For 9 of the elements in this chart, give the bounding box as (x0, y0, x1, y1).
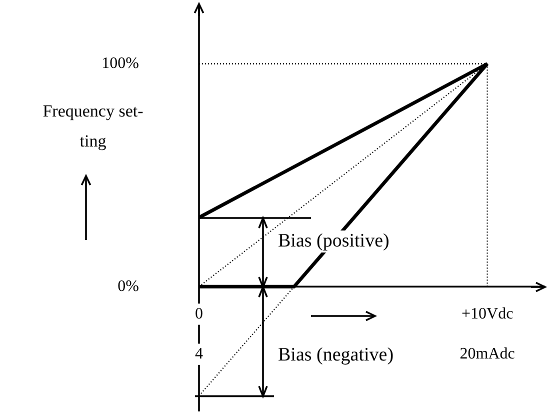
y-axis-title: Frequency set- ting (42, 101, 144, 150)
y-tick-label: 100% (102, 54, 139, 72)
x-tick-label: +10Vdc (461, 305, 514, 322)
x-tick-label: 0 (195, 305, 203, 322)
y-tick-label: 0% (118, 278, 139, 295)
x2-tick-label: 20mAdc (460, 346, 515, 363)
annotation: Bias (positive) (278, 230, 390, 252)
x2-tick-label: 4 (195, 346, 203, 363)
annotation: Bias (negative) (278, 344, 394, 366)
